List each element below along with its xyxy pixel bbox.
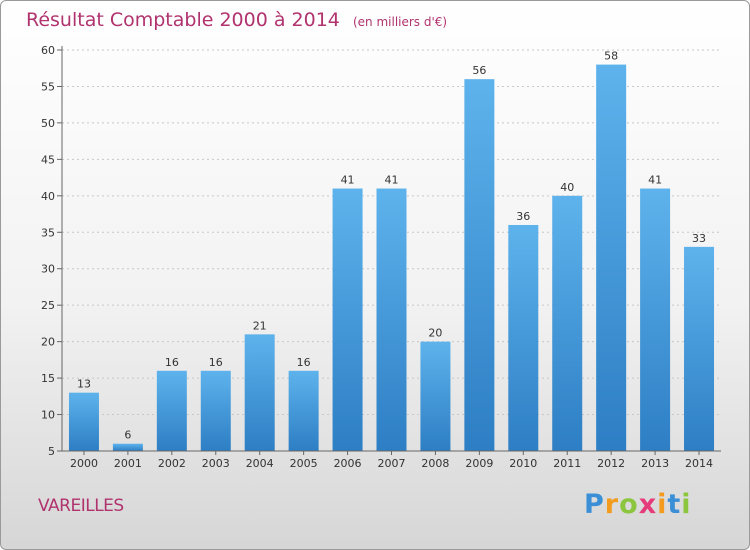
y-tick-label: 20	[41, 336, 55, 349]
data-label: 41	[385, 174, 399, 187]
x-tick-label: 2014	[685, 457, 713, 470]
bar	[200, 370, 231, 451]
chart-title: Résultat Comptable 2000 à 2014	[26, 9, 340, 31]
logo-letter: r	[604, 489, 620, 520]
x-tick-label: 2007	[378, 457, 406, 470]
y-tick-label: 30	[41, 263, 55, 276]
bar	[464, 79, 495, 451]
logo-letter: x	[638, 489, 658, 520]
chart-title-block: Résultat Comptable 2000 à 2014 (en milli…	[26, 9, 447, 31]
x-tick-label: 2009	[465, 457, 493, 470]
data-label: 56	[472, 64, 486, 77]
logo-letter: o	[619, 489, 639, 520]
y-tick-label: 5	[48, 445, 55, 458]
data-label: 40	[560, 181, 574, 194]
x-tick-label: 2010	[509, 457, 537, 470]
y-tick-label: 55	[41, 80, 55, 93]
commune-name: VAREILLES	[38, 496, 124, 516]
logo-letter: t	[667, 489, 682, 520]
data-label: 41	[341, 174, 355, 187]
logo-letter: i	[681, 489, 692, 520]
x-tick-label: 2003	[202, 457, 230, 470]
logo-letter: P	[584, 489, 605, 520]
x-tick-label: 2001	[114, 457, 142, 470]
proxiti-logo: Proxiti	[584, 489, 692, 520]
x-tick-label: 2012	[597, 457, 625, 470]
data-label: 21	[253, 319, 267, 332]
bar	[288, 370, 319, 451]
data-label: 36	[516, 210, 530, 223]
bar	[420, 341, 451, 451]
data-label: 16	[297, 356, 311, 369]
bar	[332, 188, 363, 451]
data-label: 6	[124, 429, 131, 442]
bar	[68, 392, 99, 451]
y-tick-label: 45	[41, 153, 55, 166]
bar	[640, 188, 671, 451]
y-tick-label: 50	[41, 117, 55, 130]
bar	[552, 195, 583, 451]
data-label: 13	[77, 378, 91, 391]
x-tick-label: 2013	[641, 457, 669, 470]
data-label: 20	[428, 327, 442, 340]
x-tick-label: 2005	[290, 457, 318, 470]
data-label: 58	[604, 50, 618, 63]
bar	[596, 64, 627, 451]
logo-letter: i	[657, 489, 668, 520]
y-tick-label: 35	[41, 226, 55, 239]
bar	[112, 443, 143, 451]
bar	[244, 334, 275, 451]
x-tick-label: 2008	[421, 457, 449, 470]
chart-subtitle: (en milliers d'€)	[352, 15, 448, 29]
bar	[156, 370, 187, 451]
x-tick-label: 2004	[246, 457, 274, 470]
x-tick-label: 2002	[158, 457, 186, 470]
y-tick-label: 25	[41, 299, 55, 312]
data-label: 16	[209, 356, 223, 369]
x-tick-label: 2011	[553, 457, 581, 470]
y-tick-label: 15	[41, 372, 55, 385]
x-tick-label: 2006	[334, 457, 362, 470]
bar	[684, 246, 715, 451]
data-label: 41	[648, 174, 662, 187]
data-label: 16	[165, 356, 179, 369]
y-tick-label: 60	[41, 44, 55, 57]
bar	[508, 224, 539, 451]
data-label: 33	[692, 232, 706, 245]
bar	[376, 188, 407, 451]
y-tick-label: 10	[41, 409, 55, 422]
y-tick-label: 40	[41, 190, 55, 203]
x-tick-label: 2000	[70, 457, 98, 470]
